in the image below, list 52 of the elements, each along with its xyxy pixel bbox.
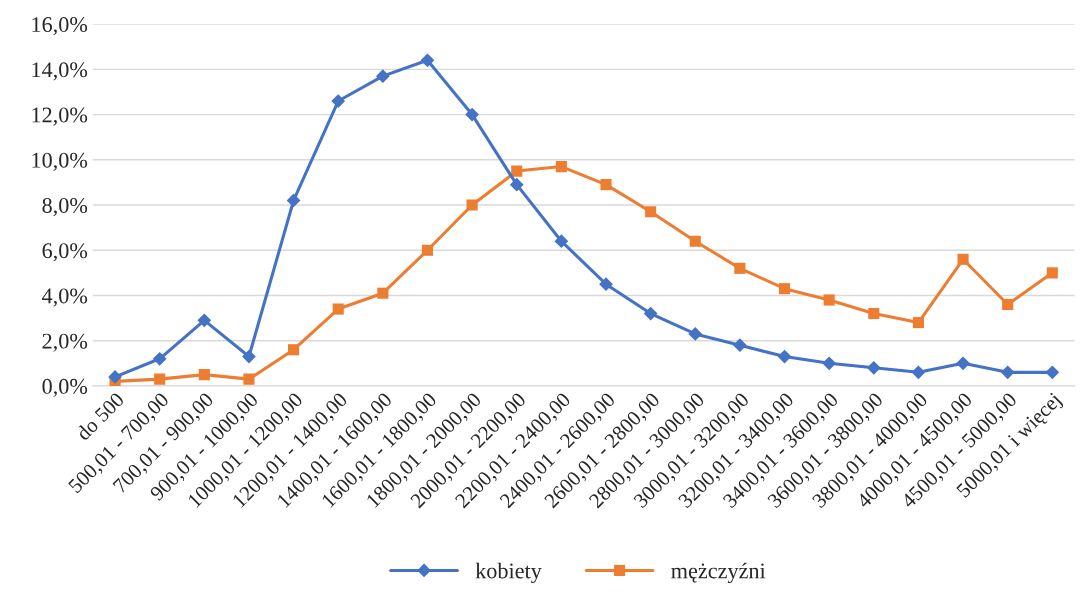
legend-label: kobiety xyxy=(475,562,542,583)
point xyxy=(600,179,612,191)
point xyxy=(154,373,166,385)
point xyxy=(152,351,167,366)
point xyxy=(331,94,346,108)
point xyxy=(1045,365,1060,380)
point xyxy=(1046,267,1058,279)
point xyxy=(822,356,837,371)
point xyxy=(1002,298,1014,311)
point xyxy=(956,356,970,371)
y-tick-label: 4,0% xyxy=(42,288,88,307)
point xyxy=(466,199,478,211)
point xyxy=(108,370,122,384)
point xyxy=(197,313,212,328)
y-tick-label: 6,0% xyxy=(42,243,88,262)
point xyxy=(554,234,569,249)
point xyxy=(823,294,835,306)
point xyxy=(555,161,567,173)
point xyxy=(377,287,389,299)
point xyxy=(778,283,791,295)
point xyxy=(599,277,613,292)
point xyxy=(332,303,344,315)
point xyxy=(420,53,435,68)
point xyxy=(509,177,524,192)
point xyxy=(243,373,255,385)
point xyxy=(375,69,390,83)
point xyxy=(198,369,210,381)
y-tick-label: 8,0% xyxy=(42,197,88,217)
point xyxy=(688,327,703,341)
y-tick-label: 16,0% xyxy=(32,17,88,36)
point xyxy=(868,308,880,320)
point xyxy=(511,165,523,177)
point xyxy=(689,235,701,247)
y-tick-label: 2,0% xyxy=(42,333,88,352)
point xyxy=(645,206,657,218)
y-tick-label: 14,0% xyxy=(32,62,88,81)
y-tick-label: 10,0% xyxy=(32,152,88,171)
point xyxy=(957,253,969,265)
point xyxy=(421,244,434,256)
point xyxy=(288,344,300,356)
point xyxy=(242,349,256,364)
point xyxy=(465,107,479,122)
point xyxy=(734,262,746,274)
point xyxy=(733,338,747,353)
point xyxy=(643,306,658,321)
point xyxy=(911,365,926,380)
point xyxy=(912,317,924,329)
y-tick-label: 0,0% xyxy=(42,378,88,398)
point xyxy=(866,360,881,375)
legend-label: mężczyźni xyxy=(671,562,766,583)
y-tick-label: 12,0% xyxy=(32,107,88,126)
point xyxy=(1000,365,1015,380)
